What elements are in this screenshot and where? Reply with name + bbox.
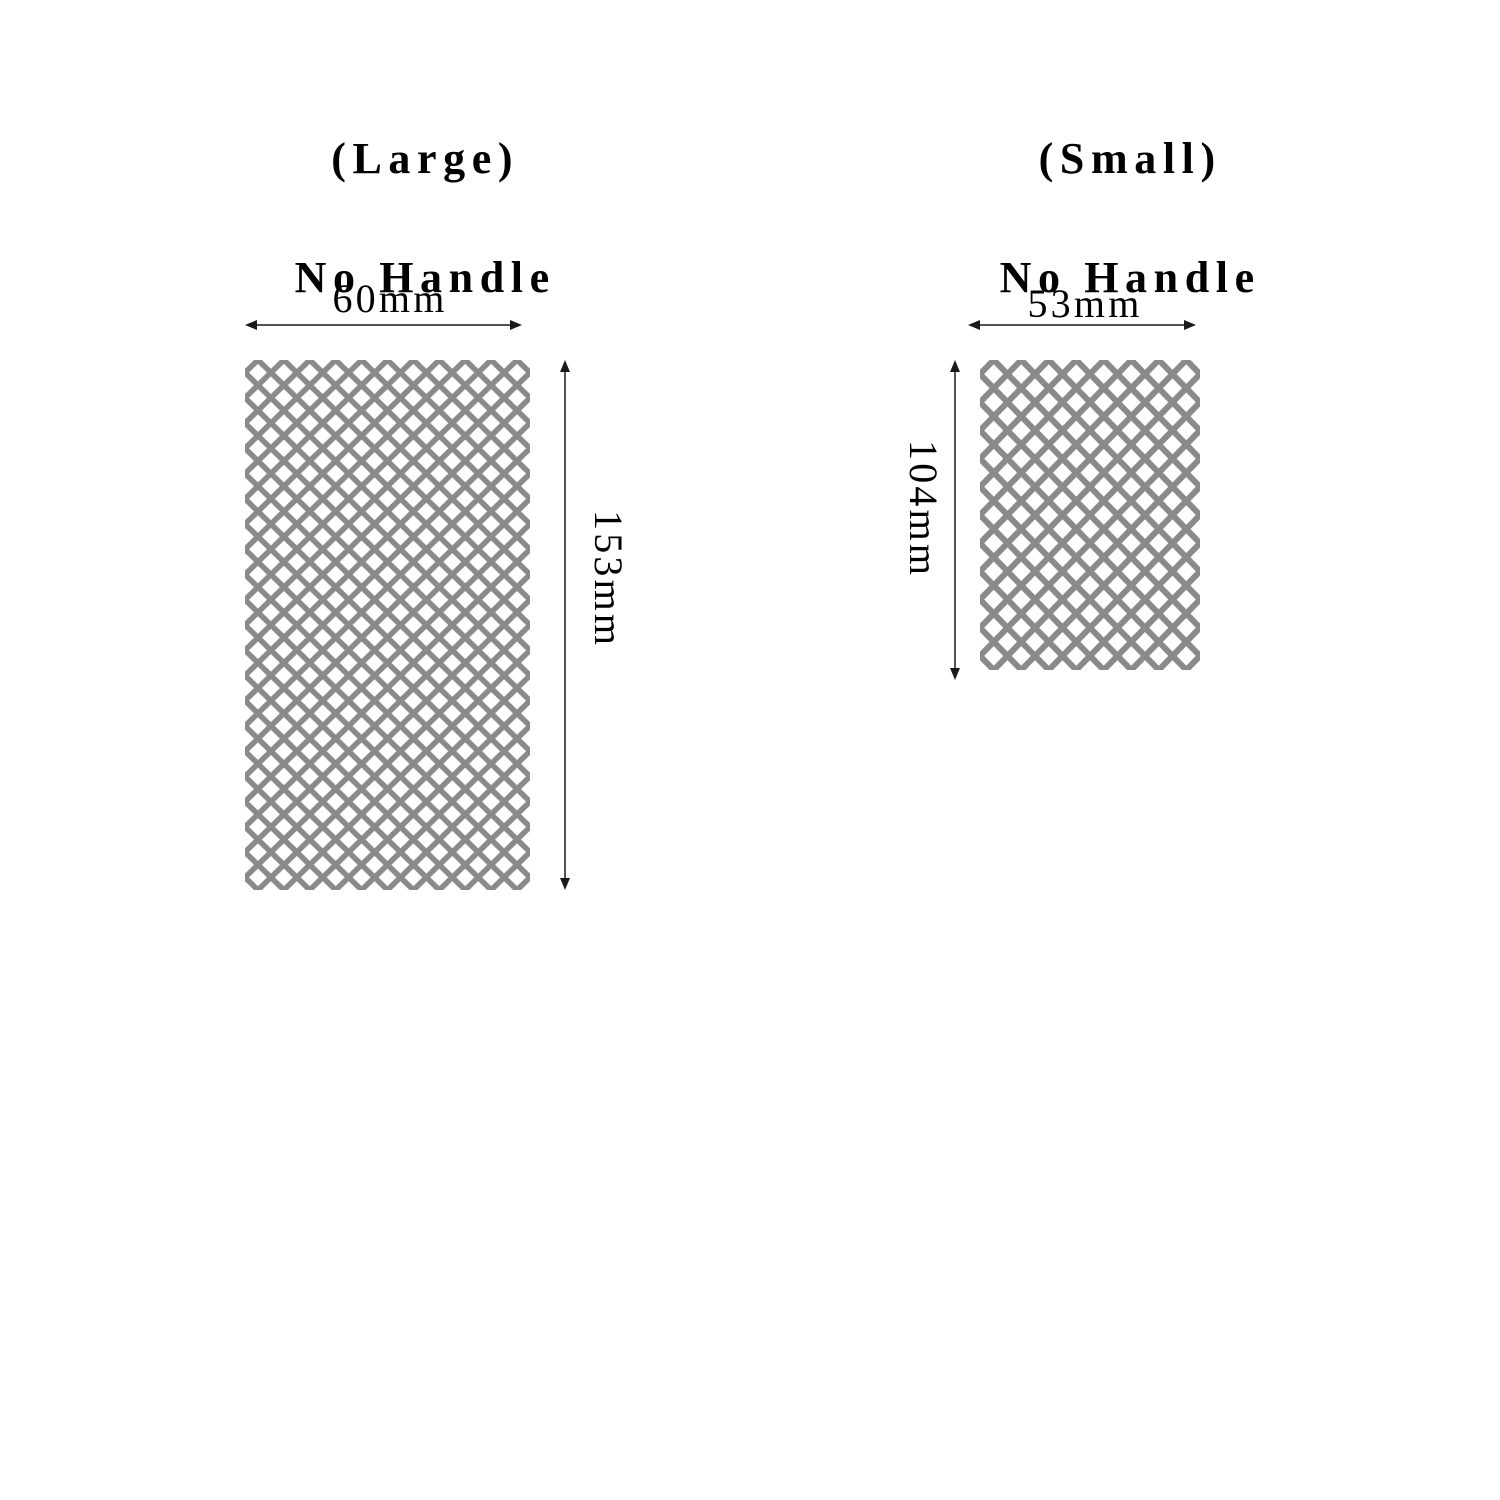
width-arrow-small	[968, 318, 1196, 332]
title-large-line1: (Large)	[331, 134, 519, 183]
height-label-small: 104mm	[900, 440, 947, 578]
mesh-large	[245, 360, 530, 890]
title-small-line1: (Small)	[1039, 134, 1222, 183]
diagram-canvas: (Large) No Handle (Small) No Handle 60mm…	[0, 0, 1500, 1500]
height-arrow-small	[948, 360, 962, 680]
height-arrow-large	[558, 360, 572, 890]
width-label-large: 60mm	[290, 275, 490, 322]
mesh-small	[980, 360, 1200, 670]
width-arrow-large	[245, 318, 522, 332]
height-label-large: 153mm	[585, 510, 632, 648]
